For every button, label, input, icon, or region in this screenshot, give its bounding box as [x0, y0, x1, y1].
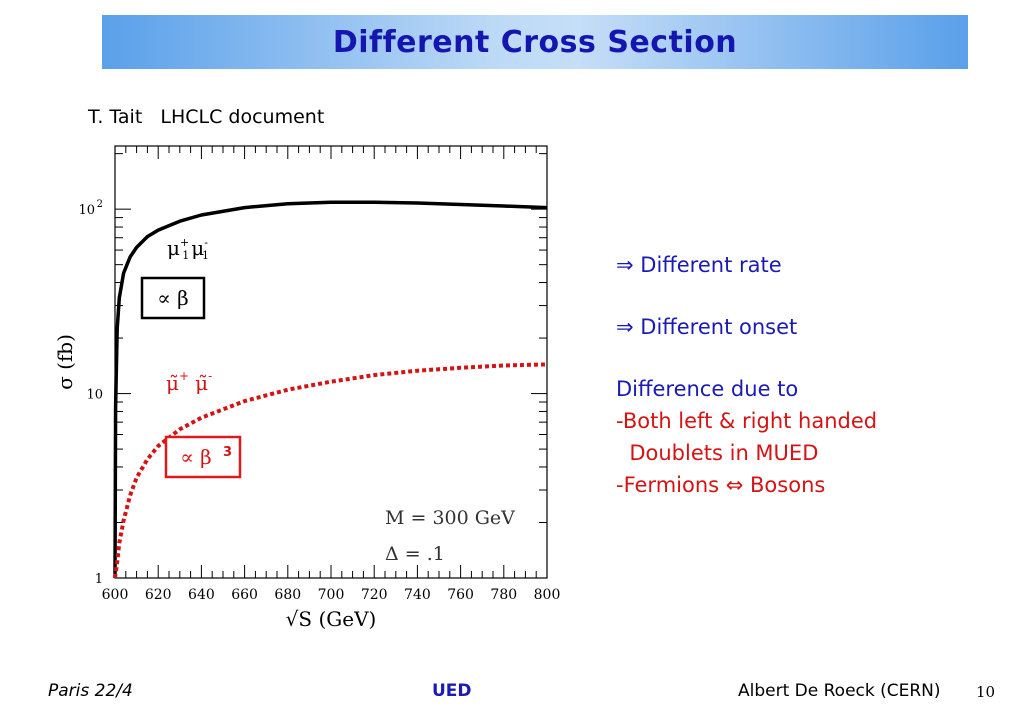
beta-cubed-box — [164, 435, 242, 479]
x-tick-label: 620 — [145, 587, 172, 603]
footer-topic: UED — [432, 681, 472, 701]
x-tick-label: 680 — [274, 587, 301, 603]
footer-location-date: Paris 22/4 — [48, 681, 133, 701]
x-tick-label: 760 — [447, 587, 474, 603]
note-different-rate: ⇒ Different rate — [616, 253, 782, 277]
beta-cubed-box-label: ∝ β — [180, 445, 211, 469]
series-label-black: μ+ 1 μ-1 — [167, 236, 209, 262]
x-tick-label: 600 — [102, 587, 129, 603]
footer-author: Albert De Roeck (CERN) — [738, 681, 941, 701]
beta-box — [140, 276, 206, 320]
delta-annotation: Δ = .1 — [385, 543, 445, 565]
note-left-right-handed: -Both left & right handed — [616, 409, 878, 433]
y-tick-label: 1 — [95, 572, 103, 587]
y-axis-label: σ (fb) — [53, 334, 77, 390]
note-difference-due-to: Difference due to — [616, 377, 799, 401]
y-tick-label: 10 — [78, 203, 95, 218]
source-citation: T. Tait LHCLC document — [88, 106, 325, 128]
x-tick-label: 740 — [404, 587, 431, 603]
x-tick-label: 700 — [318, 587, 345, 603]
x-tick-label: 780 — [490, 587, 517, 603]
x-tick-label: 660 — [231, 587, 258, 603]
x-tick-label: 720 — [361, 587, 388, 603]
x-axis-label: √S (GeV) — [286, 607, 377, 631]
y-tick-label-exponent: 2 — [97, 199, 103, 210]
title-bar: Different Cross Section — [102, 15, 968, 69]
beta-box-label: ∝ β — [157, 286, 188, 310]
beta-cubed-exponent: 3 — [223, 445, 232, 460]
series-line-1 — [113, 362, 548, 579]
series-line-0 — [113, 200, 548, 579]
note-doublets-mued: Doublets in MUED — [616, 441, 819, 465]
x-tick-label: 640 — [188, 587, 215, 603]
y-tick-label: 10 — [86, 388, 103, 403]
note-different-onset: ⇒ Different onset — [616, 315, 798, 339]
page-number: 10 — [976, 683, 996, 701]
slide-title: Different Cross Section — [332, 24, 738, 60]
series-label-red: μ̃+ μ̃- — [166, 369, 212, 395]
mass-annotation: M = 300 GeV — [385, 507, 515, 529]
x-tick-label: 800 — [534, 587, 561, 603]
note-fermions-bosons: -Fermions ⇔ Bosons — [616, 473, 826, 497]
